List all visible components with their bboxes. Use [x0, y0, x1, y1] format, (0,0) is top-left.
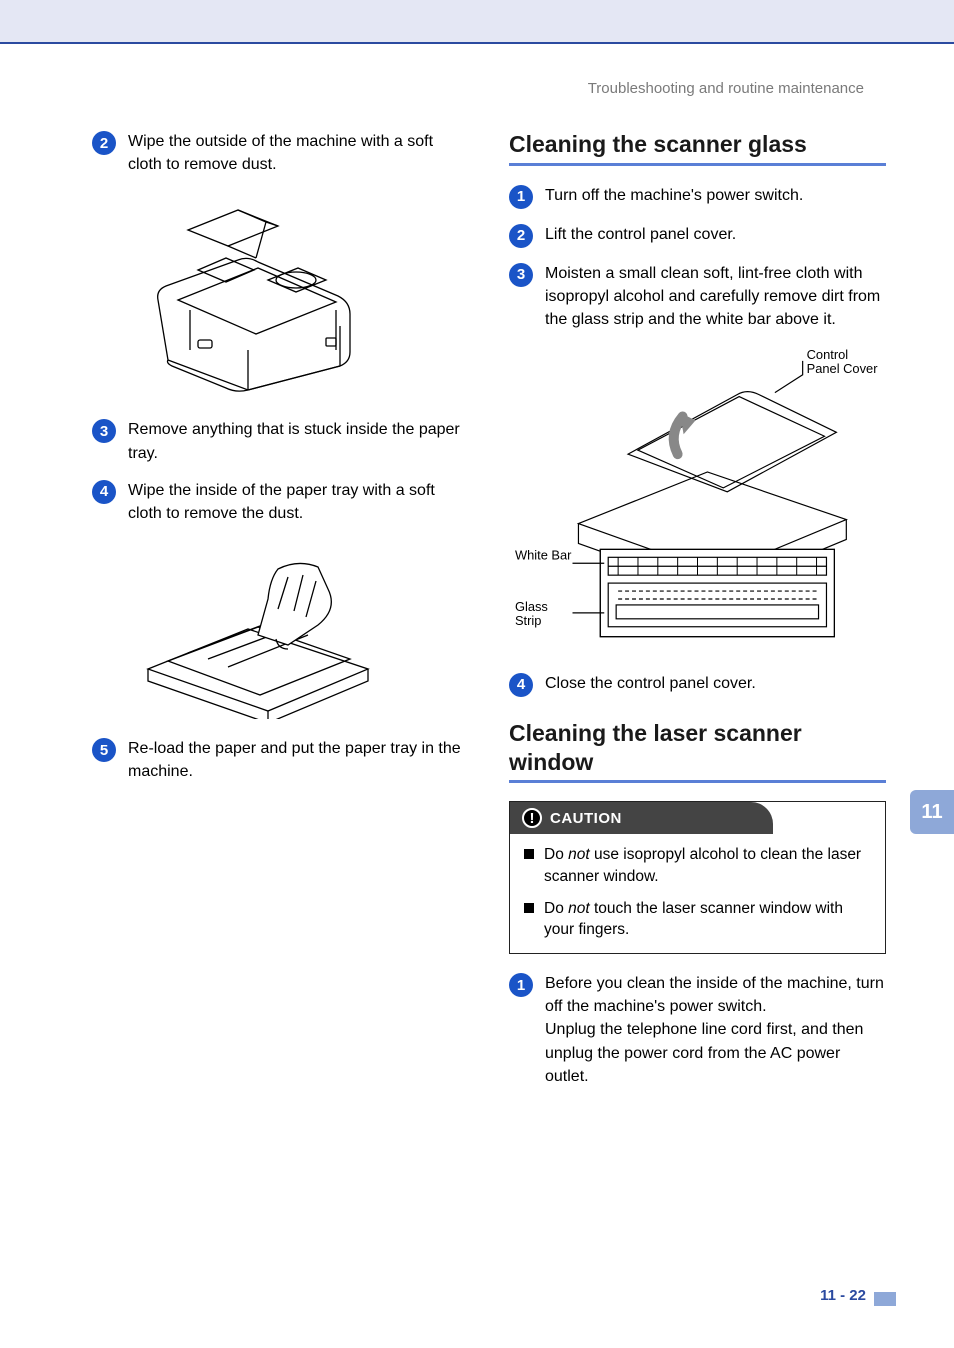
caution-text: Do not use isopropyl alcohol to clean th…	[544, 844, 871, 887]
step-number-bullet: 3	[92, 419, 116, 443]
step-number-bullet: 2	[92, 131, 116, 155]
label-white-bar: White Bar	[515, 548, 572, 563]
step-text: Remove anything that is stuck inside the…	[128, 418, 469, 464]
page-corner-mark	[874, 1292, 896, 1306]
section-title: Cleaning the scanner glass	[509, 130, 886, 159]
caution-body: Do not use isopropyl alcohol to clean th…	[510, 834, 885, 953]
caution-icon: !	[522, 808, 542, 828]
step: 5 Re-load the paper and put the paper tr…	[92, 737, 469, 783]
chapter-tab: 11	[910, 790, 954, 834]
caution-item: Do not use isopropyl alcohol to clean th…	[524, 844, 871, 887]
step: 2 Lift the control panel cover.	[509, 223, 886, 248]
step: 4 Wipe the inside of the paper tray with…	[92, 479, 469, 525]
step-text: Wipe the inside of the paper tray with a…	[128, 479, 469, 525]
step-number-bullet: 4	[509, 673, 533, 697]
square-bullet-icon	[524, 849, 534, 859]
step: 2 Wipe the outside of the machine with a…	[92, 130, 469, 176]
caution-header: ! CAUTION	[510, 802, 773, 834]
caution-item: Do not touch the laser scanner window wi…	[524, 898, 871, 941]
section-cleaning-laser-scanner: Cleaning the laser scanner window ! CAUT…	[509, 719, 886, 1088]
section-cleaning-scanner-glass: Cleaning the scanner glass 1 Turn off th…	[509, 130, 886, 697]
section-title: Cleaning the laser scanner window	[509, 719, 886, 777]
step: 3 Remove anything that is stuck inside t…	[92, 418, 469, 464]
caution-label: CAUTION	[550, 810, 622, 827]
page-number: 11 - 22	[820, 1287, 866, 1304]
illustration-machine-outside	[128, 190, 388, 400]
step-text: Moisten a small clean soft, lint-free cl…	[545, 262, 886, 332]
step-text: Turn off the machine's power switch.	[545, 184, 886, 207]
step-number-bullet: 3	[509, 263, 533, 287]
section-rule	[509, 163, 886, 166]
step-text: Before you clean the inside of the machi…	[545, 972, 886, 1088]
label-glass-strip: GlassStrip	[515, 599, 548, 628]
left-column: 2 Wipe the outside of the machine with a…	[92, 130, 469, 1278]
step: 4 Close the control panel cover.	[509, 672, 886, 697]
square-bullet-icon	[524, 903, 534, 913]
step-number-bullet: 1	[509, 973, 533, 997]
step-text: Close the control panel cover.	[545, 672, 886, 695]
step-number-bullet: 5	[92, 738, 116, 762]
step: 1 Turn off the machine's power switch.	[509, 184, 886, 209]
page-content: 2 Wipe the outside of the machine with a…	[92, 130, 886, 1278]
breadcrumb: Troubleshooting and routine maintenance	[588, 80, 864, 97]
caution-text: Do not touch the laser scanner window wi…	[544, 898, 871, 941]
illustration-paper-tray	[128, 539, 388, 719]
step: 3 Moisten a small clean soft, lint-free …	[509, 262, 886, 332]
step: 1 Before you clean the inside of the mac…	[509, 972, 886, 1088]
step-text: Lift the control panel cover.	[545, 223, 886, 246]
step-number-bullet: 4	[92, 480, 116, 504]
step-number-bullet: 2	[509, 224, 533, 248]
illustration-scanner-glass: ControlPanel Cover White Bar GlassStrip	[509, 345, 886, 658]
caution-box: ! CAUTION Do not use isopropyl alcohol t…	[509, 801, 886, 954]
top-banner	[0, 0, 954, 44]
step-text: Re-load the paper and put the paper tray…	[128, 737, 469, 783]
step-text: Wipe the outside of the machine with a s…	[128, 130, 469, 176]
section-rule	[509, 780, 886, 783]
label-control-panel-cover: ControlPanel Cover	[807, 347, 879, 376]
right-column: Cleaning the scanner glass 1 Turn off th…	[509, 130, 886, 1278]
step-number-bullet: 1	[509, 185, 533, 209]
